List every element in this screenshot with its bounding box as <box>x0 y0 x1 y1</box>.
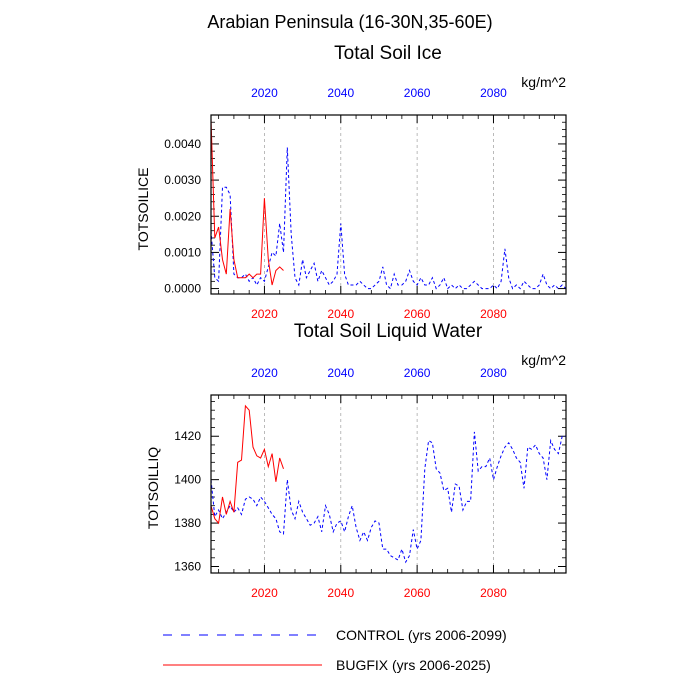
y-tick-label: 0.0020 <box>164 209 201 223</box>
legend: CONTROL (yrs 2006-2099) BUGFIX (yrs 2006… <box>163 627 507 673</box>
soil-ice-panel: Total Soil Ice kg/m^2 TOTSOILICE 2020 202… <box>135 43 567 321</box>
x-tick-label-top: 2060 <box>404 86 431 100</box>
x-tick-label-bottom: 2080 <box>480 307 507 321</box>
x-tick-label-bottom: 2040 <box>327 586 354 600</box>
soil-ice-ylabel: TOTSOILICE <box>135 168 151 251</box>
soil-liquid-units: kg/m^2 <box>521 352 566 368</box>
soil-ice-units: kg/m^2 <box>521 74 566 90</box>
series-line-bugfix <box>210 404 284 525</box>
y-tick-label: 1380 <box>174 516 201 530</box>
x-tick-label-top: 2020 <box>251 366 278 380</box>
y-tick-label: 0.0040 <box>164 137 201 151</box>
series-line-bugfix <box>210 118 284 286</box>
x-tick-label-bottom: 2020 <box>251 586 278 600</box>
x-tick-label-top: 2020 <box>251 86 278 100</box>
y-tick-label: 0.0010 <box>164 245 201 259</box>
figure-title: Arabian Peninsula (16-30N,35-60E) <box>207 12 492 32</box>
y-tick-label: 1420 <box>174 429 201 443</box>
x-tick-label-top: 2080 <box>480 86 507 100</box>
series-line-control <box>210 431 566 564</box>
legend-bugfix-label: BUGFIX (yrs 2006-2025) <box>336 657 491 673</box>
soil-liquid-panel: Total Soil Liquid Water kg/m^2 TOTSOILLI… <box>145 321 567 600</box>
soil-ice-title: Total Soil Ice <box>334 43 442 64</box>
x-tick-label-bottom: 2040 <box>327 307 354 321</box>
y-tick-label: 1360 <box>174 559 201 573</box>
x-tick-label-bottom: 2060 <box>404 586 431 600</box>
x-tick-label-top: 2060 <box>404 366 431 380</box>
x-tick-label-bottom: 2080 <box>480 586 507 600</box>
y-tick-label: 1400 <box>174 473 201 487</box>
x-tick-label-top: 2040 <box>327 86 354 100</box>
y-tick-label: 0.0030 <box>164 173 201 187</box>
x-tick-label-top: 2080 <box>480 366 507 380</box>
x-tick-label-bottom: 2060 <box>404 307 431 321</box>
plot-frame <box>210 114 567 295</box>
y-tick-label: 0.0000 <box>164 282 201 296</box>
series-line-control <box>210 147 567 290</box>
soil-liquid-title: Total Soil Liquid Water <box>294 321 483 342</box>
soil-liquid-ylabel: TOTSOILLIQ <box>145 447 161 529</box>
plot-frame <box>210 394 567 574</box>
x-tick-label-top: 2040 <box>327 366 354 380</box>
legend-control-label: CONTROL (yrs 2006-2099) <box>336 627 507 643</box>
x-tick-label-bottom: 2020 <box>251 307 278 321</box>
